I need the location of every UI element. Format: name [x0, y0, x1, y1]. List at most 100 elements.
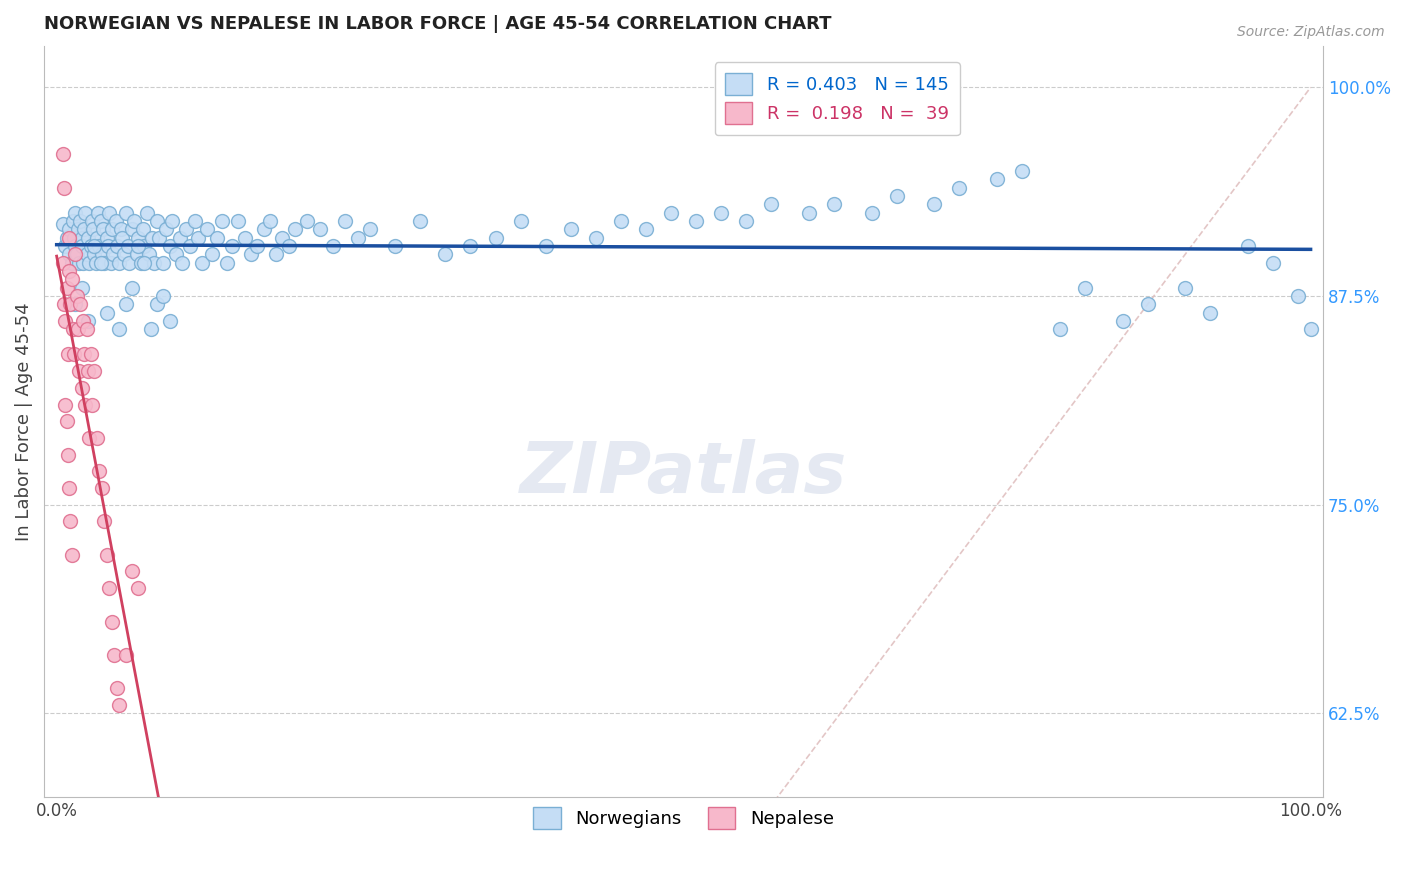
- Point: [986, 172, 1008, 186]
- Point: [65, 239, 87, 253]
- Point: [67, 364, 90, 378]
- Point: [105, 681, 128, 696]
- Point: [152, 289, 174, 303]
- Point: [384, 239, 406, 253]
- Point: [89, 239, 111, 253]
- Point: [264, 247, 287, 261]
- Point: [191, 255, 214, 269]
- Point: [62, 214, 84, 228]
- Point: [284, 222, 307, 236]
- Point: [101, 615, 124, 629]
- Point: [87, 205, 110, 219]
- Point: [91, 222, 114, 236]
- Point: [77, 255, 100, 269]
- Point: [79, 347, 101, 361]
- Point: [75, 398, 97, 412]
- Point: [735, 214, 758, 228]
- Point: [1237, 239, 1260, 253]
- Point: [77, 364, 100, 378]
- Point: [112, 247, 135, 261]
- Point: [58, 481, 80, 495]
- Point: [1174, 281, 1197, 295]
- Point: [59, 297, 82, 311]
- Point: [73, 347, 96, 361]
- Point: [70, 281, 93, 295]
- Point: [924, 197, 946, 211]
- Point: [60, 255, 83, 269]
- Point: [58, 230, 80, 244]
- Point: [90, 255, 112, 269]
- Point: [89, 464, 111, 478]
- Point: [136, 205, 159, 219]
- Point: [101, 222, 124, 236]
- Point: [132, 222, 155, 236]
- Point: [217, 255, 239, 269]
- Point: [121, 222, 143, 236]
- Point: [138, 247, 160, 261]
- Point: [886, 189, 908, 203]
- Point: [221, 239, 243, 253]
- Point: [52, 217, 75, 231]
- Point: [460, 239, 482, 253]
- Point: [1199, 306, 1222, 320]
- Point: [70, 381, 93, 395]
- Point: [52, 255, 75, 269]
- Point: [77, 431, 100, 445]
- Point: [53, 297, 76, 311]
- Point: [55, 230, 77, 244]
- Point: [72, 314, 94, 328]
- Point: [1299, 322, 1322, 336]
- Point: [1074, 281, 1097, 295]
- Point: [534, 239, 557, 253]
- Point: [134, 255, 156, 269]
- Point: [108, 698, 131, 712]
- Point: [127, 239, 149, 253]
- Point: [121, 565, 143, 579]
- Point: [148, 230, 170, 244]
- Point: [59, 514, 82, 528]
- Point: [160, 214, 183, 228]
- Point: [271, 230, 294, 244]
- Point: [84, 255, 107, 269]
- Point: [73, 222, 96, 236]
- Point: [121, 281, 143, 295]
- Point: [143, 255, 166, 269]
- Text: Source: ZipAtlas.com: Source: ZipAtlas.com: [1237, 25, 1385, 39]
- Point: [77, 230, 100, 244]
- Point: [277, 239, 299, 253]
- Point: [127, 230, 149, 244]
- Point: [146, 214, 169, 228]
- Point: [159, 239, 181, 253]
- Point: [56, 448, 79, 462]
- Point: [63, 230, 86, 244]
- Text: NORWEGIAN VS NEPALESE IN LABOR FORCE | AGE 45-54 CORRELATION CHART: NORWEGIAN VS NEPALESE IN LABOR FORCE | A…: [44, 15, 831, 33]
- Point: [76, 322, 98, 336]
- Point: [252, 222, 274, 236]
- Point: [246, 239, 269, 253]
- Point: [346, 230, 368, 244]
- Point: [66, 247, 89, 261]
- Point: [69, 214, 91, 228]
- Point: [129, 255, 152, 269]
- Point: [65, 297, 87, 311]
- Point: [1111, 314, 1133, 328]
- Point: [1136, 297, 1159, 311]
- Point: [127, 581, 149, 595]
- Point: [67, 255, 90, 269]
- Point: [108, 322, 131, 336]
- Point: [58, 264, 80, 278]
- Point: [1049, 322, 1071, 336]
- Point: [76, 247, 98, 261]
- Point: [93, 255, 115, 269]
- Point: [104, 214, 127, 228]
- Point: [118, 255, 141, 269]
- Point: [66, 222, 89, 236]
- Point: [90, 481, 112, 495]
- Point: [228, 214, 250, 228]
- Point: [205, 230, 228, 244]
- Point: [434, 247, 457, 261]
- Point: [55, 281, 77, 295]
- Point: [90, 247, 112, 261]
- Point: [322, 239, 344, 253]
- Point: [72, 255, 94, 269]
